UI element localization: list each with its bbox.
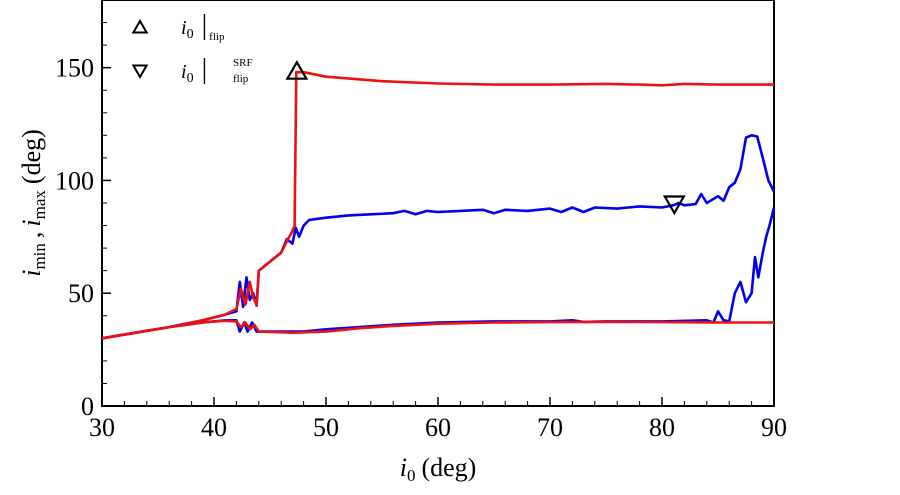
legend-label-flip: i0 | flip [181,10,225,43]
x-tick-label: 60 [425,413,451,442]
legend-entry-flip: i0 | flip [131,10,225,43]
legend-label-srf-flip: i0 | [181,54,207,86]
x-tick-label: 90 [761,413,787,442]
x-tick-label: 80 [649,413,675,442]
legend-sub-flip: flip [233,73,249,85]
y-axis-title: imin,imax(deg) [17,129,49,277]
legend-entry-srf-flip: i0 | SRF flip [131,54,253,86]
marker-layer [285,59,686,216]
y-tick-label: 150 [55,54,94,83]
x-tick-label: 50 [313,413,339,442]
series-line-red-lower [101,319,774,340]
series-layer [101,70,776,340]
series-line-blue-lower [101,207,776,340]
x-tick-label: 40 [201,413,227,442]
y-tick-label: 0 [81,392,94,421]
triangle-down-icon [131,64,149,80]
series-line-blue-upper [101,134,776,340]
series-line-red-upper [101,70,774,340]
legend: i0 | flip i0 | SRF flip [131,10,253,86]
tick-labels: 30 40 50 60 70 80 90 0 50 100 150 [55,54,787,442]
x-tick-label: 70 [537,413,563,442]
srf-flip-marker [662,195,686,216]
y-tick-label: 50 [68,279,94,308]
legend-sup-srf: SRF [233,57,253,69]
flip-marker [285,59,309,80]
x-tick-label: 30 [89,413,115,442]
triangle-up-icon [131,18,149,34]
x-axis-title: i0 (deg) [400,453,477,485]
y-tick-label: 100 [55,166,94,195]
